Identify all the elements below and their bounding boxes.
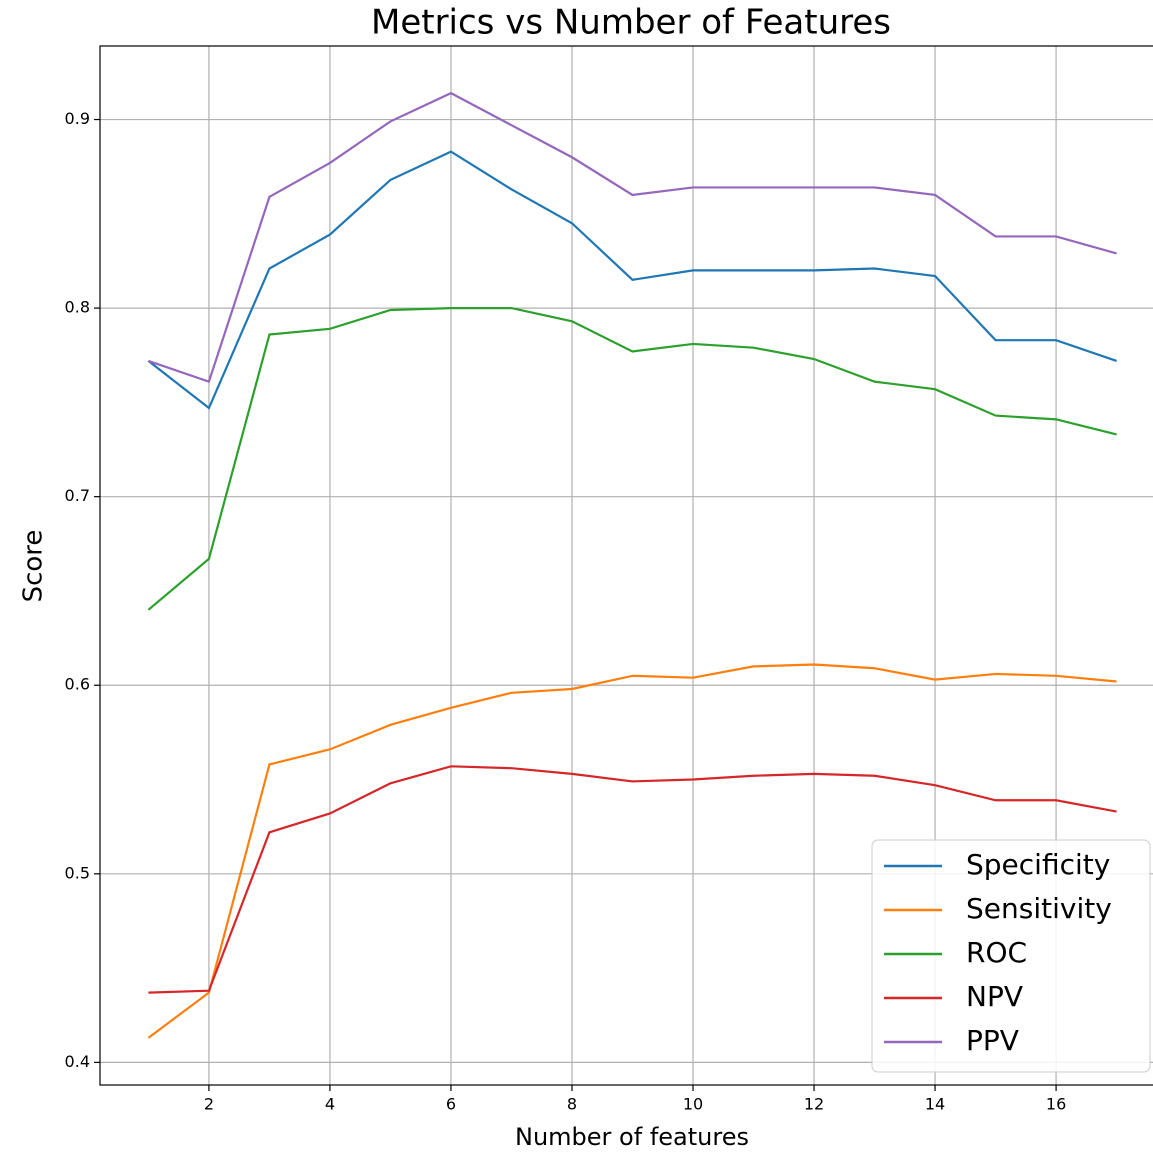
series-line: [148, 91, 1117, 384]
y-tick-label: 0.5: [65, 863, 90, 882]
y-tick-label: 0.7: [65, 486, 90, 505]
y-tick-label: 0.8: [65, 298, 90, 317]
x-tick-label: 12: [804, 1095, 824, 1114]
legend-box: [871, 839, 1151, 1073]
x-tick-label: 4: [325, 1095, 335, 1114]
legend-label: PPV: [966, 1024, 1019, 1057]
x-tick-label: 16: [1046, 1095, 1066, 1114]
y-tick-label: 0.9: [65, 109, 90, 128]
series-line: [147, 150, 1117, 410]
series-line: [148, 765, 1117, 994]
series-line: [147, 663, 1117, 1039]
x-tick-label: 6: [446, 1095, 456, 1114]
y-tick-label: 0.4: [65, 1052, 90, 1071]
legend-label: ROC: [966, 936, 1027, 969]
series-line: [147, 307, 1117, 611]
chart-title: Metrics vs Number of Features: [371, 3, 891, 43]
legend: Specificity Sensitivity ROC NPV PPV: [871, 839, 1151, 1073]
legend-label: Specificity: [966, 848, 1110, 881]
plot-frame: [99, 45, 1153, 1086]
y-axis-label: Score: [19, 530, 49, 603]
x-tick-label: 2: [204, 1095, 214, 1114]
x-axis-label: Number of features: [515, 1123, 749, 1151]
y-tick-label: 0.6: [65, 675, 90, 694]
legend-label: Sensitivity: [966, 892, 1112, 925]
x-tick-label: 10: [683, 1095, 703, 1114]
x-tick-label: 8: [567, 1095, 577, 1114]
x-tick-label: 14: [925, 1095, 945, 1114]
legend-label: NPV: [966, 980, 1023, 1013]
